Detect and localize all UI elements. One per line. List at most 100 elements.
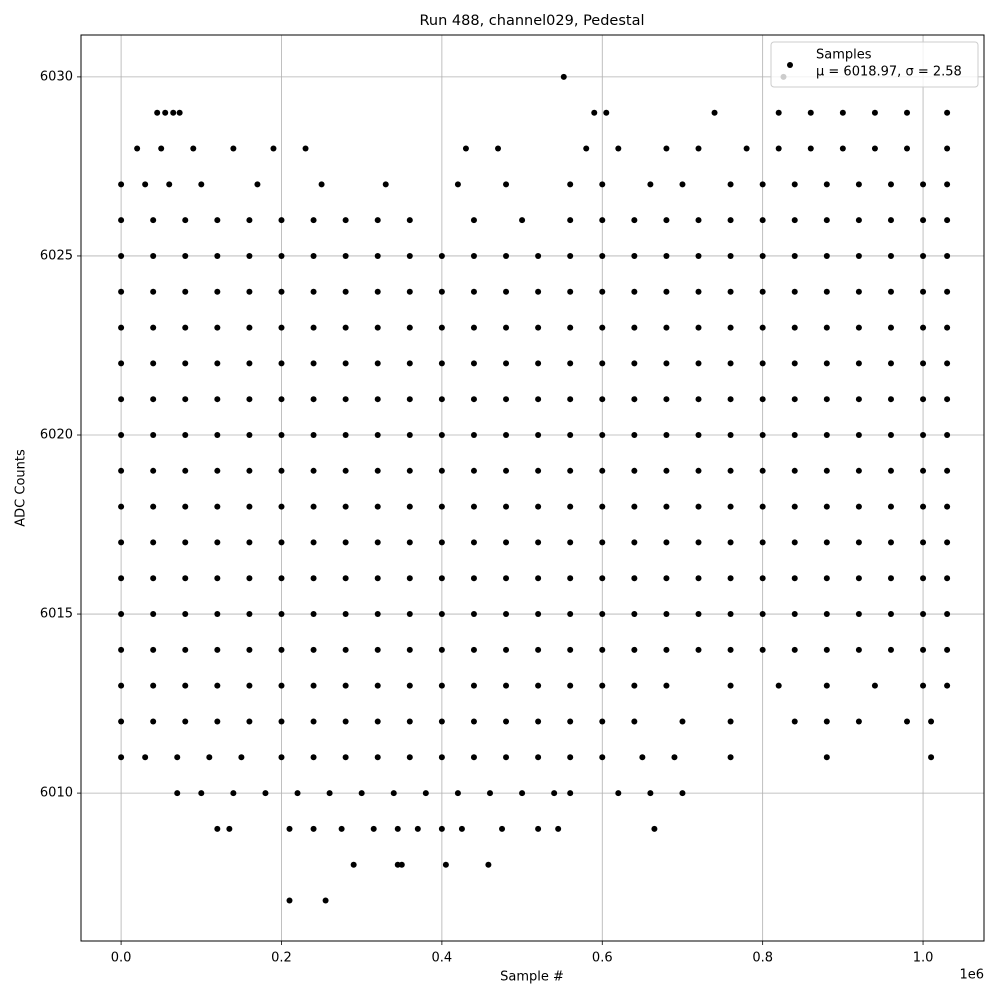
data-point [599, 575, 606, 582]
data-point [342, 252, 349, 259]
data-point [374, 539, 381, 546]
data-point [944, 467, 951, 474]
data-point [775, 145, 782, 152]
data-point [342, 288, 349, 295]
data-point [486, 790, 493, 797]
data-point [214, 432, 221, 439]
data-point [631, 432, 638, 439]
data-point [567, 252, 574, 259]
data-point [695, 539, 702, 546]
x-tick-label: 0.0 [111, 951, 132, 966]
data-point [118, 646, 125, 653]
data-point [150, 575, 157, 582]
data-point [535, 432, 542, 439]
data-point [920, 324, 927, 331]
data-point [150, 252, 157, 259]
data-point [374, 252, 381, 259]
data-point [647, 790, 654, 797]
data-point [599, 754, 606, 761]
data-point [246, 646, 253, 653]
data-point [326, 790, 333, 797]
data-point [791, 181, 798, 188]
data-point [567, 575, 574, 582]
data-point [823, 575, 830, 582]
data-point [679, 790, 686, 797]
data-point [567, 718, 574, 725]
data-point [887, 288, 894, 295]
data-point [342, 575, 349, 582]
data-point [310, 539, 317, 546]
data-point [142, 181, 149, 188]
data-point [342, 718, 349, 725]
data-point [406, 217, 413, 224]
data-point [182, 432, 189, 439]
data-point [310, 611, 317, 618]
data-point [920, 646, 927, 653]
data-point [855, 432, 862, 439]
data-point [230, 790, 237, 797]
data-point [470, 503, 477, 510]
y-tick-label: 6020 [40, 428, 73, 443]
data-point [759, 467, 766, 474]
data-point [887, 467, 894, 474]
data-point [214, 217, 221, 224]
data-point [226, 825, 233, 832]
data-point [583, 145, 590, 152]
data-point [503, 181, 510, 188]
data-point [567, 790, 574, 797]
data-point [791, 718, 798, 725]
data-point [631, 503, 638, 510]
data-point [855, 646, 862, 653]
data-point [823, 646, 830, 653]
data-point [150, 503, 157, 510]
data-point [150, 539, 157, 546]
data-point [775, 109, 782, 116]
x-axis-label: Sample # [500, 970, 564, 985]
data-point [342, 324, 349, 331]
data-point [214, 825, 221, 832]
data-point [438, 288, 445, 295]
data-point [807, 109, 814, 116]
data-point [278, 252, 285, 259]
data-point [535, 539, 542, 546]
data-point [503, 396, 510, 403]
data-point [759, 575, 766, 582]
data-point [342, 754, 349, 761]
data-point [118, 611, 125, 618]
data-point [176, 109, 183, 116]
x-tick-label: 1.0 [913, 951, 934, 966]
data-point [310, 754, 317, 761]
data-point [358, 790, 365, 797]
data-point [887, 252, 894, 259]
data-point [944, 575, 951, 582]
data-point [422, 790, 429, 797]
data-point [438, 324, 445, 331]
data-point [286, 825, 293, 832]
data-point [695, 467, 702, 474]
data-point [535, 288, 542, 295]
data-point [454, 181, 461, 188]
data-point [904, 109, 911, 116]
data-point [695, 360, 702, 367]
data-point [503, 539, 510, 546]
data-point [695, 396, 702, 403]
data-point [342, 360, 349, 367]
data-point [920, 467, 927, 474]
data-point [246, 503, 253, 510]
data-point [871, 145, 878, 152]
data-point [599, 396, 606, 403]
data-point [887, 646, 894, 653]
data-point [406, 288, 413, 295]
data-point [823, 181, 830, 188]
data-point [727, 432, 734, 439]
data-point [342, 503, 349, 510]
data-point [470, 432, 477, 439]
data-point [262, 790, 269, 797]
data-point [904, 145, 911, 152]
data-point [791, 467, 798, 474]
data-point [727, 467, 734, 474]
data-point [823, 718, 830, 725]
data-point [214, 611, 221, 618]
data-point [727, 396, 734, 403]
data-point [567, 646, 574, 653]
